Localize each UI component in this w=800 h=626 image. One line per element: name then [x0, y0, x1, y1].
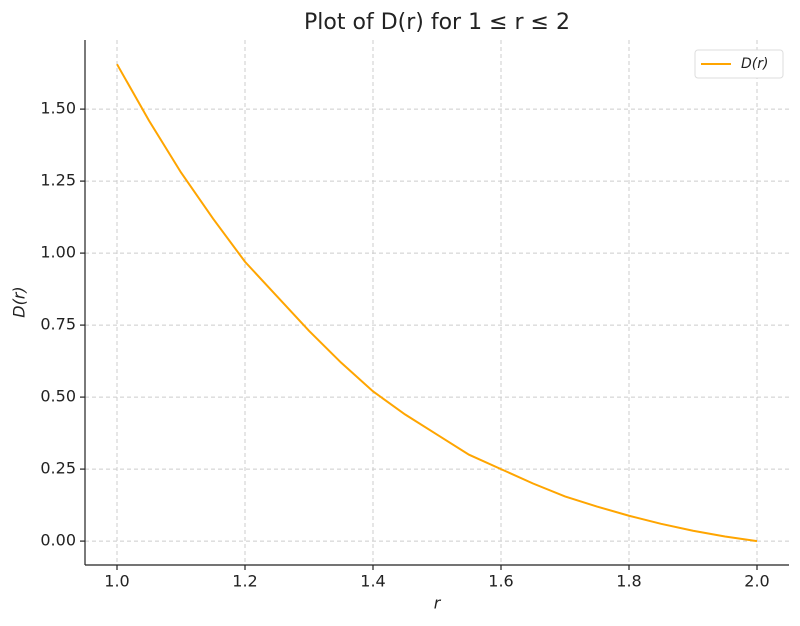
y-axis-label: D(r): [10, 286, 29, 317]
x-tick-label: 2.0: [744, 572, 769, 591]
y-tick-label: 1.50: [40, 99, 76, 118]
y-tick-label: 0.25: [40, 459, 76, 478]
x-tick-label: 1.0: [104, 572, 129, 591]
line-series: [116, 63, 758, 543]
y-tick-label: 0.00: [40, 531, 76, 550]
x-tick-label: 1.8: [616, 572, 641, 591]
y-tick-label: 0.75: [40, 315, 76, 334]
y-tick-label: 1.00: [40, 243, 76, 262]
legend: D(r): [694, 49, 784, 79]
y-tick-label: 1.25: [40, 171, 76, 190]
x-tick-label: 1.6: [488, 572, 513, 591]
y-tick-label: 0.50: [40, 387, 76, 406]
x-tick-label: 1.2: [232, 572, 257, 591]
x-axis-label: r: [434, 594, 442, 613]
legend-label: D(r): [741, 56, 768, 72]
chart-title: Plot of D(r) for 1 ≤ r ≤ 2: [304, 10, 570, 35]
legend-box: [694, 49, 784, 79]
x-tick-label: 1.4: [360, 572, 385, 591]
